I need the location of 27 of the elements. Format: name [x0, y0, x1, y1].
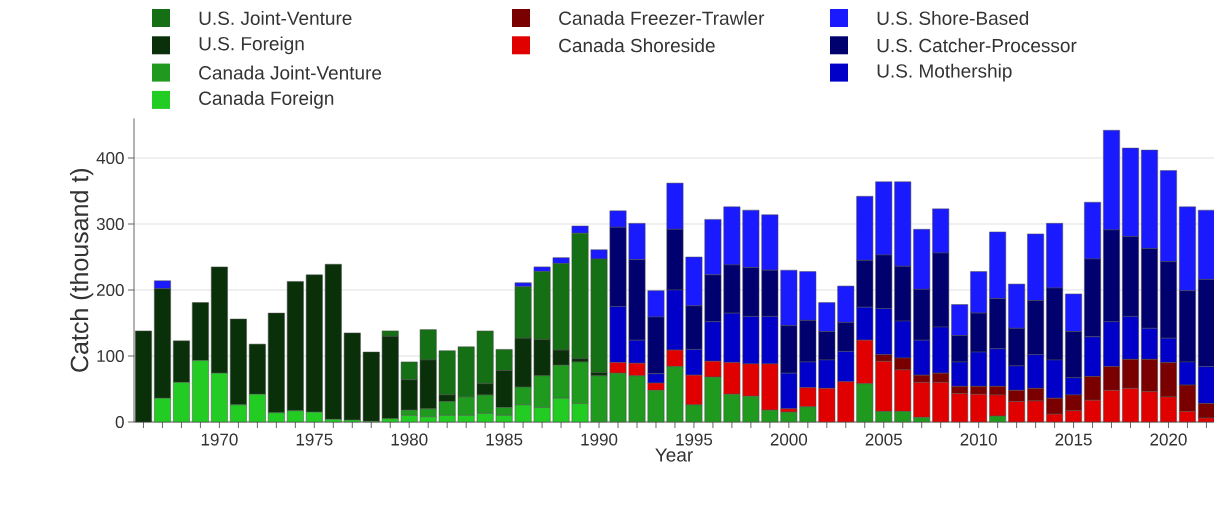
y-axis-title: Catch (thousand t) — [69, 168, 94, 372]
legend-label: U.S. Catcher-Processor — [877, 38, 1077, 53]
x-tick-label: 2020 — [1150, 433, 1187, 446]
x-tick-label: 1990 — [581, 433, 618, 446]
y-tick-label: 200 — [96, 283, 124, 297]
y-tick-label: 0 — [115, 415, 124, 429]
x-tick-label: 2010 — [960, 433, 997, 446]
x-tick-label: 1975 — [296, 433, 333, 446]
legend-label: U.S. Foreign — [199, 36, 304, 55]
y-tick-label: 300 — [96, 217, 124, 231]
x-tick-label: 1985 — [486, 433, 523, 446]
x-tick-label: 1995 — [676, 433, 713, 446]
legend-label: Canada Joint-Venture — [199, 65, 382, 80]
legend-label: Canada Shoreside — [559, 38, 715, 53]
legend-label: Canada Freezer-Trawler — [559, 11, 765, 25]
legend-label: U.S. Mothership — [877, 63, 1012, 82]
x-tick-label: 2015 — [1055, 433, 1092, 446]
x-tick-label: 2005 — [865, 433, 902, 446]
y-tick-label: 400 — [96, 151, 124, 165]
legend-label: Canada Foreign — [199, 91, 334, 109]
y-tick-label: 100 — [97, 349, 124, 363]
x-axis-title: Year — [655, 448, 693, 462]
x-tick-label: 1980 — [391, 433, 428, 446]
x-tick-label: 1970 — [201, 433, 238, 446]
legend-label: U.S. Shore-Based — [877, 11, 1029, 25]
legend-label: U.S. Joint-Venture — [199, 11, 352, 25]
x-tick-label: 2000 — [770, 433, 808, 446]
